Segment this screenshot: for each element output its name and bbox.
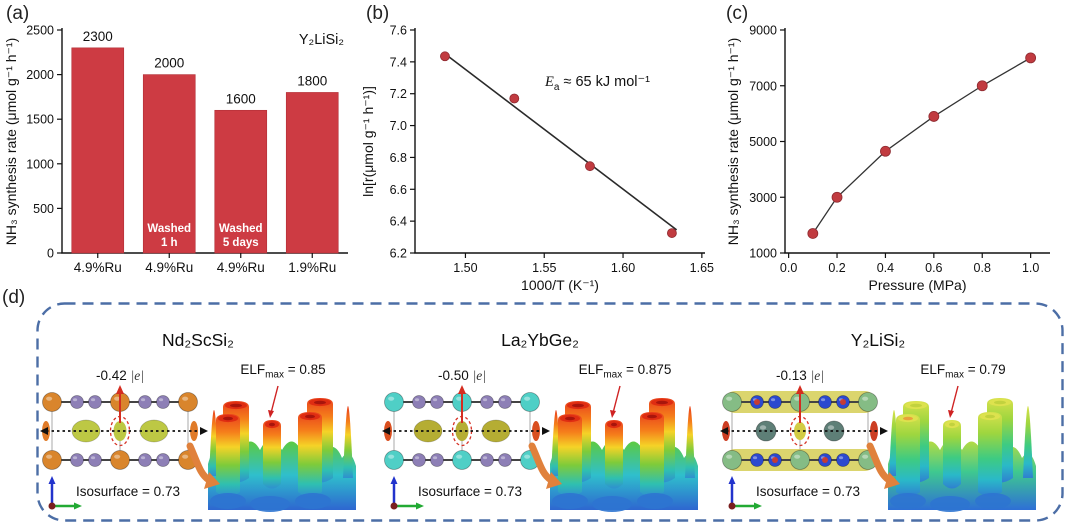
pressure-chart-svg: 1000 3000 5000 7000 9000 0.0 0.2 0.4 0.6 0.8 1.0 Pr… <box>725 24 1050 293</box>
svg-text:1000: 1000 <box>749 247 777 261</box>
svg-text:1000: 1000 <box>26 157 54 171</box>
panel-b: (b) 6.2 6.4 6.6 6.8 7.0 7.2 7.4 7.6 1.50 1.55 1.60… <box>360 0 720 296</box>
elf-max-label: ELFmax = 0.85 <box>208 362 358 381</box>
svg-text:6.6: 6.6 <box>390 183 407 197</box>
ea-subscript: a <box>553 81 560 93</box>
svg-text:ln[r(μmol g⁻¹ h⁻¹)]: ln[r(μmol g⁻¹ h⁻¹)] <box>360 86 376 197</box>
material-title: Nd₂ScSi₂ <box>162 330 234 350</box>
elf-sub: max <box>945 369 964 381</box>
svg-text:2500: 2500 <box>26 24 54 38</box>
material-title: La₂YbGe₂ <box>501 330 579 350</box>
ea-value: ≈ 65 kJ mol⁻¹ <box>563 74 650 90</box>
svg-text:1800: 1800 <box>297 73 327 88</box>
activation-energy-annotation: Ea ≈ 65 kJ mol⁻¹ <box>545 74 650 93</box>
svg-text:7000: 7000 <box>749 79 777 93</box>
isosurface-label: Isosurface = 0.73 <box>418 484 522 499</box>
svg-text:1000/T (K⁻¹): 1000/T (K⁻¹) <box>521 277 599 293</box>
svg-text:6.4: 6.4 <box>390 215 407 229</box>
svg-text:1.9%Ru: 1.9%Ru <box>288 260 336 275</box>
svg-text:2000: 2000 <box>26 68 54 82</box>
charge-transfer-label: -0.50 |e| <box>392 368 532 384</box>
elf-name: ELF <box>240 362 266 377</box>
material-panel-y2lisi2: Y₂LiSi₂ -0.13 |e| ELFmax = 0.79 Isosurfa… <box>718 306 1038 518</box>
elf-name: ELF <box>920 362 946 377</box>
material-panel-nd2scsi2: Nd₂ScSi₂ -0.42 |e| ELFmax = 0.85 Isosurf… <box>38 306 358 518</box>
svg-text:1500: 1500 <box>26 113 54 127</box>
svg-text:0.0: 0.0 <box>780 261 797 275</box>
svg-text:0.8: 0.8 <box>974 261 991 275</box>
svg-text:1600: 1600 <box>226 91 256 106</box>
crystal-structure-and-elf-graphic <box>720 385 1036 512</box>
charge-value: -0.13 <box>776 368 807 383</box>
panel-c: (c) 1000 3000 5000 7000 9000 0.0 0.2 0.4 0.6 0.8 1… <box>720 0 1080 296</box>
svg-text:4.9%Ru: 4.9%Ru <box>74 260 122 275</box>
crystal-structure-and-elf-graphic <box>40 385 356 512</box>
svg-text:2000: 2000 <box>154 56 184 71</box>
charge-transfer-label: -0.42 |e| <box>50 368 190 384</box>
svg-text:7.4: 7.4 <box>390 55 407 69</box>
ea-symbol: E <box>545 74 554 90</box>
panel-c-label: (c) <box>726 3 749 24</box>
isosurface-label: Isosurface = 0.73 <box>756 484 860 499</box>
svg-text:2300: 2300 <box>83 29 113 44</box>
elf-value: = 0.79 <box>967 362 1006 377</box>
svg-text:1.50: 1.50 <box>453 261 477 275</box>
svg-text:6.2: 6.2 <box>390 247 407 261</box>
legend-material-label: Y₂LiSi₂ <box>298 32 344 48</box>
dashed-border <box>36 302 1064 522</box>
charge-unit: |e| <box>130 368 144 383</box>
svg-text:1.65: 1.65 <box>690 261 714 275</box>
svg-text:1.55: 1.55 <box>532 261 556 275</box>
panel-a: (a) 0 500 1000 1500 2000 2500 NH₃ synthesis ra… <box>0 0 360 296</box>
panel-d: Nd₂ScSi₂ -0.42 |e| ELFmax = 0.85 Isosurf… <box>36 302 1064 522</box>
svg-text:0: 0 <box>47 247 54 261</box>
panel-d-label: (d) <box>2 287 26 308</box>
elf-sub: max <box>603 369 623 381</box>
elf-sub: max <box>265 369 284 381</box>
svg-text:Washed: Washed <box>219 223 263 235</box>
arrhenius-chart-svg: 6.2 6.4 6.6 6.8 7.0 7.2 7.4 7.6 1.50 1.55 1.60 1.65… <box>360 24 714 294</box>
crystal-structure-and-elf-graphic <box>382 385 698 512</box>
svg-text:1.0: 1.0 <box>1022 261 1039 275</box>
svg-text:4.9%Ru: 4.9%Ru <box>217 260 265 275</box>
elf-value: = 0.875 <box>626 362 672 377</box>
elf-max-label: ELFmax = 0.79 <box>888 362 1038 381</box>
charge-value: -0.42 <box>96 368 127 383</box>
svg-text:7.2: 7.2 <box>390 87 407 101</box>
svg-text:7.6: 7.6 <box>390 24 407 38</box>
bar-chart-svg: 0 500 1000 1500 2000 2500 NH₃ synthesis rate (… <box>3 24 348 275</box>
svg-text:0.4: 0.4 <box>877 261 894 275</box>
svg-text:3000: 3000 <box>749 191 777 205</box>
elf-name: ELF <box>578 362 604 377</box>
svg-text:5 days: 5 days <box>223 237 259 249</box>
svg-text:1.60: 1.60 <box>611 261 635 275</box>
material-title: Y₂LiSi₂ <box>850 330 906 350</box>
svg-text:1 h: 1 h <box>161 237 178 249</box>
svg-text:4.9%Ru: 4.9%Ru <box>145 260 193 275</box>
elf-value: = 0.85 <box>287 362 326 377</box>
svg-text:Washed: Washed <box>147 223 191 235</box>
svg-text:NH₃ synthesis rate (μmol g⁻¹ h: NH₃ synthesis rate (μmol g⁻¹ h⁻¹) <box>3 38 19 245</box>
charge-unit: |e| <box>810 368 824 383</box>
isosurface-label: Isosurface = 0.73 <box>76 484 180 499</box>
svg-text:500: 500 <box>33 202 54 216</box>
svg-text:6.8: 6.8 <box>390 151 407 165</box>
charge-unit: |e| <box>472 368 486 383</box>
charge-value: -0.50 <box>438 368 469 383</box>
panel-a-label: (a) <box>6 3 30 24</box>
svg-text:0.2: 0.2 <box>828 261 845 275</box>
svg-text:9000: 9000 <box>749 24 777 38</box>
svg-text:5000: 5000 <box>749 135 777 149</box>
svg-text:0.6: 0.6 <box>925 261 942 275</box>
svg-text:Pressure (MPa): Pressure (MPa) <box>868 277 966 293</box>
svg-text:NH₃ synthesis rate (μmol g⁻¹ h: NH₃ synthesis rate (μmol g⁻¹ h⁻¹) <box>725 38 741 245</box>
material-panel-la2ybge2: La₂YbGe₂ -0.50 |e| ELFmax = 0.875 Isosur… <box>380 306 700 518</box>
panel-b-label: (b) <box>366 3 390 24</box>
elf-max-label: ELFmax = 0.875 <box>550 362 700 381</box>
svg-text:7.0: 7.0 <box>390 119 407 133</box>
charge-transfer-label: -0.13 |e| <box>730 368 870 384</box>
